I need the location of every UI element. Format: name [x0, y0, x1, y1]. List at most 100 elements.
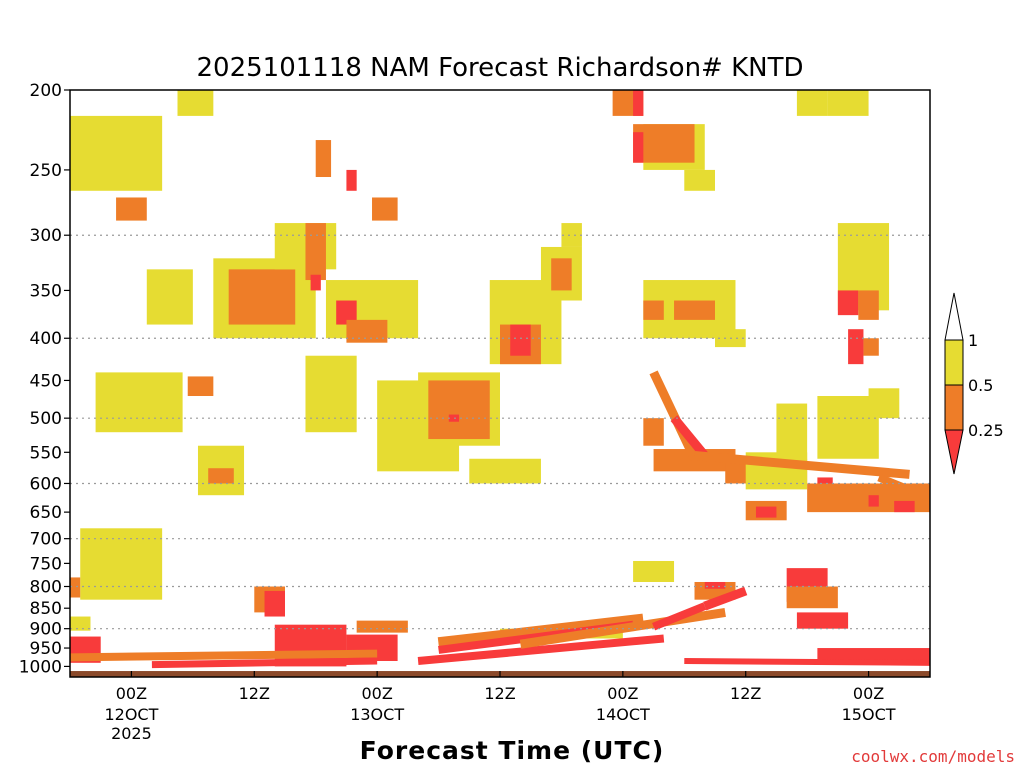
ri-cell-49 [868, 495, 879, 507]
ri-cell-62 [827, 90, 869, 116]
ri-cell-4 [95, 372, 183, 433]
y-tick-label-700: 700 [30, 530, 62, 550]
ri-cell-7 [70, 577, 81, 598]
credit-link[interactable]: coolwx.com/models [851, 747, 1015, 766]
y-tick-label-750: 750 [30, 554, 62, 574]
legend-level-0: 1 [968, 331, 978, 350]
ri-cell-76 [796, 612, 849, 629]
y-tick-label-800: 800 [30, 577, 62, 597]
x-tick-date-6: 15OCT [842, 705, 896, 724]
ri-cell-61 [796, 90, 828, 116]
x-tick-date-2: 13OCT [350, 705, 404, 724]
ri-cell-24 [428, 380, 490, 440]
y-tick-label-1000: 1000 [19, 657, 62, 677]
ri-cell-56 [837, 290, 859, 316]
x-tick-label-0: 00Z [116, 684, 147, 703]
ri-band-10 [70, 649, 378, 662]
ri-cell-3 [146, 269, 193, 325]
ri-cell-30 [551, 258, 572, 291]
ri-cell-25 [448, 414, 460, 422]
y-tick-label-400: 400 [30, 329, 62, 349]
ri-cell-60 [868, 388, 900, 419]
ri-cell-75 [786, 586, 838, 609]
x-tick-date-0: 12OCT [104, 705, 158, 724]
y-tick-label-950: 950 [30, 639, 62, 659]
ri-band-4 [652, 602, 707, 631]
colorbar-legend: 1 0.5 0.25 [944, 292, 1004, 475]
ri-band-11 [151, 657, 378, 669]
ri-band-5 [703, 586, 748, 611]
ri-cell-43 [643, 418, 664, 446]
y-tick-label-600: 600 [30, 474, 62, 494]
ri-cell-2 [177, 90, 214, 116]
y-tick-label-500: 500 [30, 409, 62, 429]
ri-cell-6 [80, 528, 163, 600]
legend-arrow-top [944, 292, 964, 341]
x-tick-date-4: 14OCT [596, 705, 650, 724]
ri-band-8 [694, 451, 910, 479]
y-tick-label-300: 300 [30, 226, 62, 246]
y-axis: 200 250 300 350 400 450 500 550 600 650 700 750 8008… [19, 81, 70, 677]
ri-cell-14 [310, 274, 321, 291]
ri-cell-13 [305, 223, 326, 281]
y-tick-label-350: 350 [30, 281, 62, 301]
ri-cell-53 [776, 403, 808, 459]
ri-band-6 [649, 370, 699, 461]
legend-bin-orange [944, 384, 964, 431]
x-tick-label-2: 00Z [361, 684, 392, 703]
chart-title: 2025101118 NAM Forecast Richardson# KNTD [196, 53, 803, 83]
x-tick-label-6: 00Z [853, 684, 884, 703]
y-tick-label-850: 850 [30, 599, 62, 619]
ri-cell-31 [561, 223, 582, 247]
ri-cell-57 [858, 290, 879, 320]
legend-level-2: 0.25 [968, 421, 1004, 440]
ri-cell-28 [510, 324, 531, 356]
y-tick-label-250: 250 [30, 161, 62, 181]
y-tick-label-900: 900 [30, 620, 62, 640]
ri-cell-9 [208, 468, 234, 484]
ri-cell-59 [863, 338, 879, 356]
ri-cell-41 [674, 300, 715, 320]
ri-cell-0 [70, 115, 163, 191]
ri-band-7 [670, 415, 709, 459]
ri-band-2 [417, 634, 665, 665]
richardson-cells [70, 90, 930, 667]
ri-cell-58 [848, 329, 864, 365]
ri-cell-50 [894, 500, 915, 513]
ri-cell-52 [755, 506, 777, 518]
ri-cell-66 [264, 590, 285, 617]
ri-cell-34 [633, 90, 644, 116]
ri-band-12 [684, 658, 930, 666]
x-tick-label-4: 00Z [607, 684, 638, 703]
ri-cell-77 [817, 648, 930, 663]
y-tick-label-450: 450 [30, 371, 62, 391]
legend-arrow-bottom [944, 429, 964, 475]
y-tick-label-200: 200 [30, 81, 62, 101]
ri-cell-5 [187, 376, 214, 397]
ri-cell-73 [704, 581, 726, 589]
ri-cell-32 [469, 458, 541, 484]
ri-cell-37 [633, 132, 644, 163]
legend-level-1: 0.5 [968, 376, 993, 395]
ri-cell-11 [228, 269, 296, 325]
ri-cell-16 [315, 140, 332, 178]
x-tick-label-1: 12Z [239, 684, 270, 703]
x-axis-title: Forecast Time (UTC) [360, 736, 665, 765]
ri-cell-38 [684, 169, 715, 191]
y-tick-label-550: 550 [30, 443, 62, 463]
x-tick-label-5: 12Z [730, 684, 761, 703]
y-tick-label-650: 650 [30, 503, 62, 523]
ri-band-9 [877, 473, 930, 502]
legend-bin-yellow [944, 339, 964, 386]
ri-cell-69 [356, 620, 408, 633]
ri-cell-63 [70, 616, 91, 631]
ri-cell-15 [305, 355, 357, 433]
ri-cell-18 [372, 197, 398, 221]
ri-cell-40 [643, 300, 664, 320]
ri-cell-71 [633, 560, 675, 582]
ri-cell-17 [346, 169, 357, 191]
x-tick-label-3: 12Z [484, 684, 515, 703]
x-tick-year-0: 2025 [111, 724, 152, 743]
